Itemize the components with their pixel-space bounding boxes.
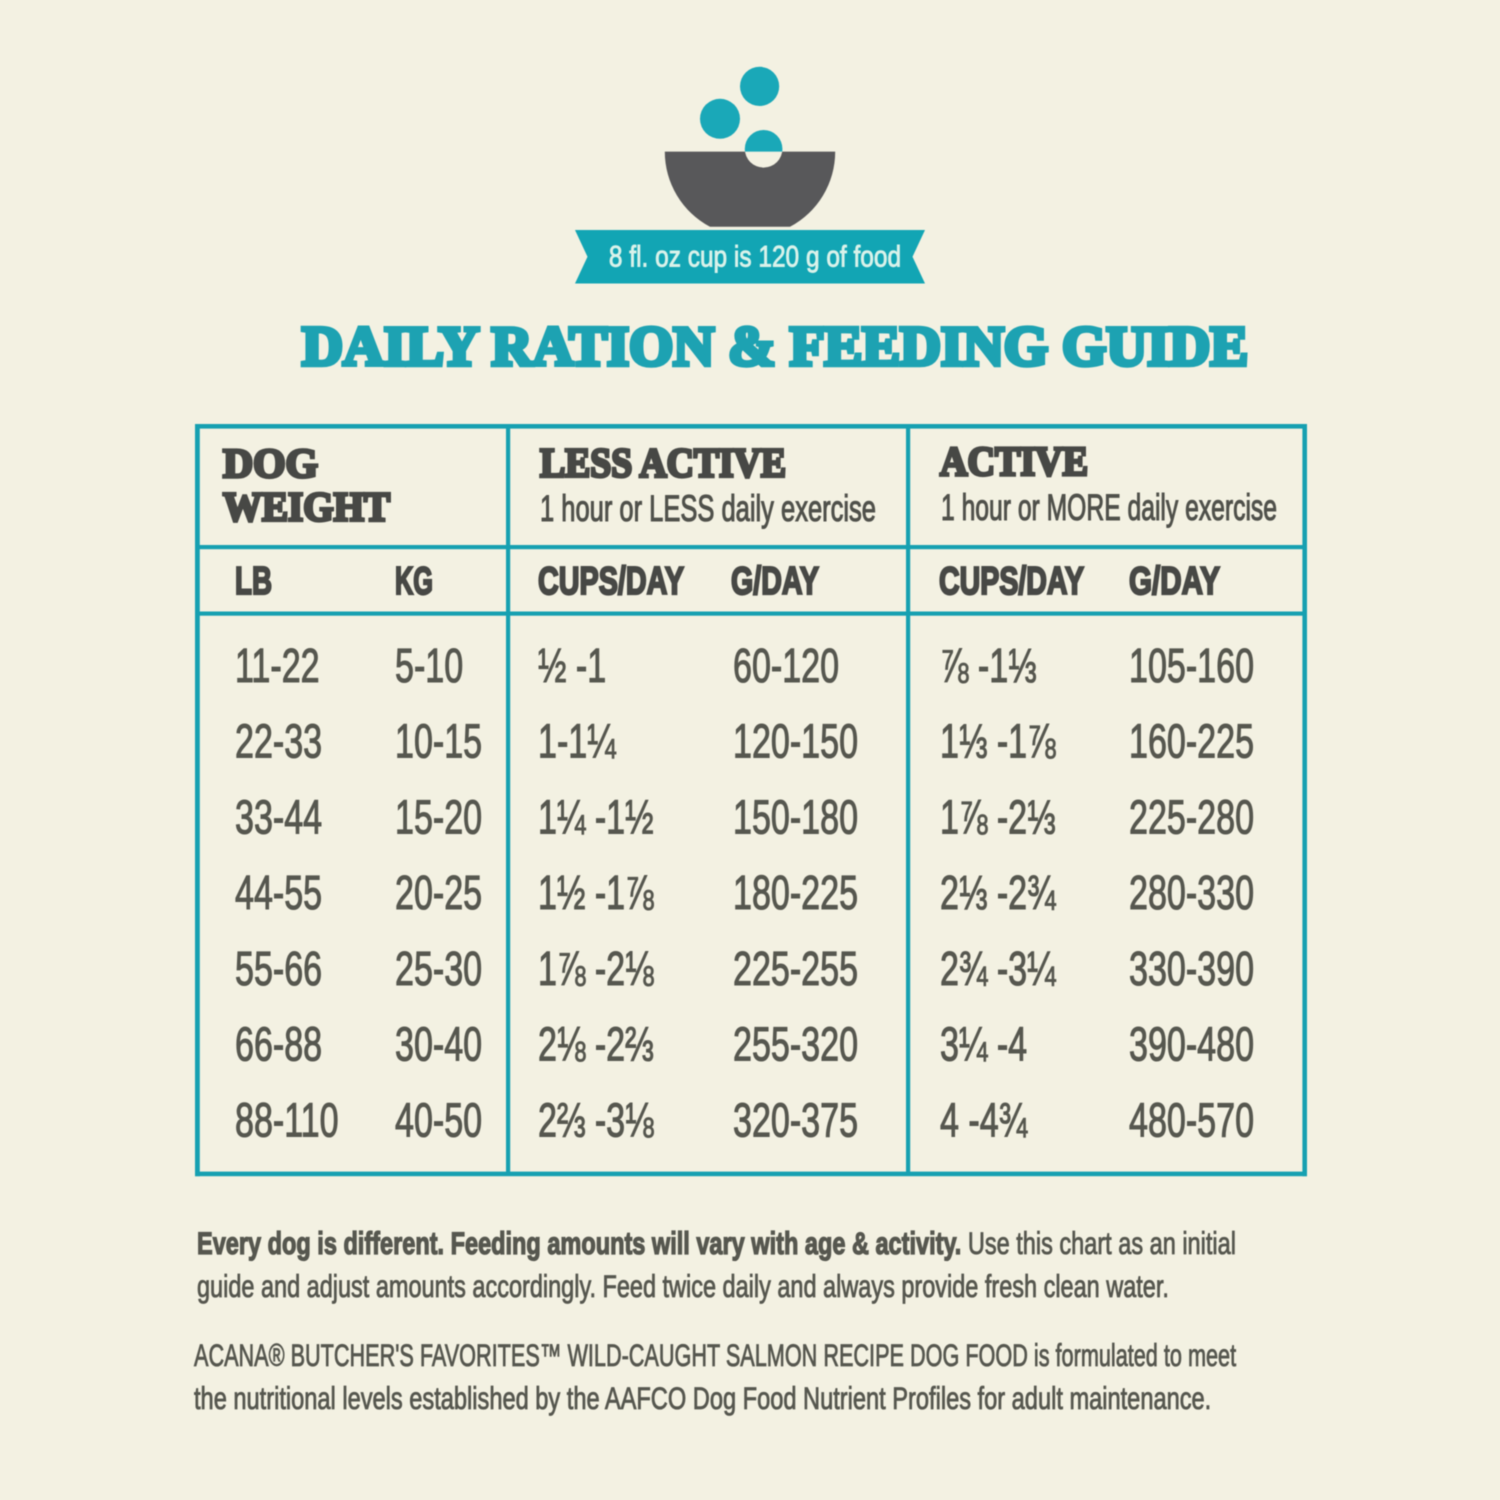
svg-text:33-44: 33-44 (235, 790, 322, 844)
svg-text:480-570: 480-570 (1129, 1092, 1254, 1146)
svg-text:105-160: 105-160 (1129, 638, 1254, 692)
svg-text:guide and adjust amounts accor: guide and adjust amounts accordingly. Fe… (197, 1269, 1169, 1304)
svg-text:G/DAY: G/DAY (1129, 560, 1220, 603)
svg-text:330-390: 330-390 (1129, 941, 1254, 995)
svg-text:½ -1: ½ -1 (538, 638, 606, 692)
svg-text:10-15: 10-15 (395, 714, 482, 768)
svg-text:225-280: 225-280 (1129, 790, 1254, 844)
svg-text:40-50: 40-50 (395, 1092, 482, 1146)
svg-text:8 fl. oz cup is 120 g of food: 8 fl. oz cup is 120 g of food (609, 239, 901, 273)
svg-text:4 -4¾: 4 -4¾ (940, 1092, 1028, 1146)
svg-text:25-30: 25-30 (395, 941, 482, 995)
svg-text:1 hour or MORE daily exercise: 1 hour or MORE daily exercise (941, 487, 1277, 528)
svg-text:150-180: 150-180 (733, 790, 858, 844)
svg-text:1⅞ -2⅛: 1⅞ -2⅛ (538, 941, 654, 995)
svg-text:CUPS/DAY: CUPS/DAY (939, 560, 1084, 603)
svg-text:55-66: 55-66 (235, 941, 322, 995)
svg-text:20-25: 20-25 (395, 865, 482, 919)
svg-text:88-110: 88-110 (235, 1092, 339, 1146)
svg-text:LB: LB (235, 560, 272, 603)
svg-text:DOG: DOG (223, 440, 318, 486)
svg-text:2¾ -3¼: 2¾ -3¼ (940, 941, 1057, 995)
svg-text:CUPS/DAY: CUPS/DAY (538, 560, 684, 603)
svg-text:5-10: 5-10 (395, 638, 463, 692)
svg-text:15-20: 15-20 (395, 790, 482, 844)
svg-text:1-1¼: 1-1¼ (538, 714, 617, 768)
svg-text:180-225: 180-225 (733, 865, 858, 919)
svg-text:Every dog is different. Feedin: Every dog is different. Feeding amounts … (197, 1226, 1236, 1261)
svg-text:44-55: 44-55 (235, 865, 322, 919)
svg-text:⅞ -1⅓: ⅞ -1⅓ (940, 638, 1037, 692)
svg-text:G/DAY: G/DAY (731, 560, 819, 603)
svg-text:ACTIVE: ACTIVE (940, 438, 1088, 484)
svg-text:160-225: 160-225 (1129, 714, 1254, 768)
svg-text:320-375: 320-375 (733, 1092, 858, 1146)
svg-text:2⅛ -2⅔: 2⅛ -2⅔ (538, 1017, 654, 1071)
svg-text:3¼ -4: 3¼ -4 (940, 1017, 1027, 1071)
svg-text:30-40: 30-40 (395, 1017, 482, 1071)
svg-text:66-88: 66-88 (235, 1017, 322, 1071)
svg-text:11-22: 11-22 (235, 638, 320, 692)
svg-text:1¼ -1½: 1¼ -1½ (538, 790, 654, 844)
svg-text:1½ -1⅞: 1½ -1⅞ (538, 865, 654, 919)
svg-text:LESS ACTIVE: LESS ACTIVE (540, 440, 786, 486)
svg-text:WEIGHT: WEIGHT (223, 484, 390, 530)
svg-text:1⅞ -2⅓: 1⅞ -2⅓ (940, 790, 1056, 844)
svg-text:120-150: 120-150 (733, 714, 858, 768)
svg-text:2⅓ -2¾: 2⅓ -2¾ (940, 865, 1057, 919)
svg-text:the nutritional levels establi: the nutritional levels established by th… (194, 1381, 1211, 1416)
svg-text:KG: KG (395, 560, 433, 603)
svg-text:60-120: 60-120 (733, 638, 839, 692)
svg-text:1 hour or LESS daily exercise: 1 hour or LESS daily exercise (540, 488, 876, 529)
svg-text:280-330: 280-330 (1129, 865, 1254, 919)
svg-text:390-480: 390-480 (1129, 1017, 1254, 1071)
svg-text:2⅔ -3⅛: 2⅔ -3⅛ (538, 1092, 654, 1146)
svg-text:255-320: 255-320 (733, 1017, 858, 1071)
svg-text:DAILY RATION & FEEDING GUIDE: DAILY RATION & FEEDING GUIDE (302, 316, 1248, 378)
svg-text:22-33: 22-33 (235, 714, 322, 768)
svg-text:1⅓ -1⅞: 1⅓ -1⅞ (940, 714, 1056, 768)
svg-text:225-255: 225-255 (733, 941, 858, 995)
svg-text:ACANA® BUTCHER'S FAVORITES™ WI: ACANA® BUTCHER'S FAVORITES™ WILD-CAUGHT … (194, 1338, 1236, 1373)
